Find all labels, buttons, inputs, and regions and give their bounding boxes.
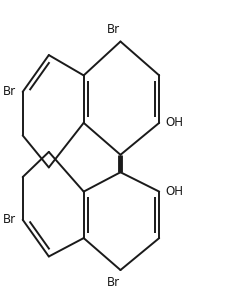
Text: Br: Br — [107, 23, 120, 36]
Text: Br: Br — [107, 276, 120, 289]
Text: Br: Br — [3, 85, 16, 98]
Text: Br: Br — [3, 213, 16, 226]
Text: OH: OH — [165, 185, 183, 198]
Text: OH: OH — [165, 116, 183, 129]
